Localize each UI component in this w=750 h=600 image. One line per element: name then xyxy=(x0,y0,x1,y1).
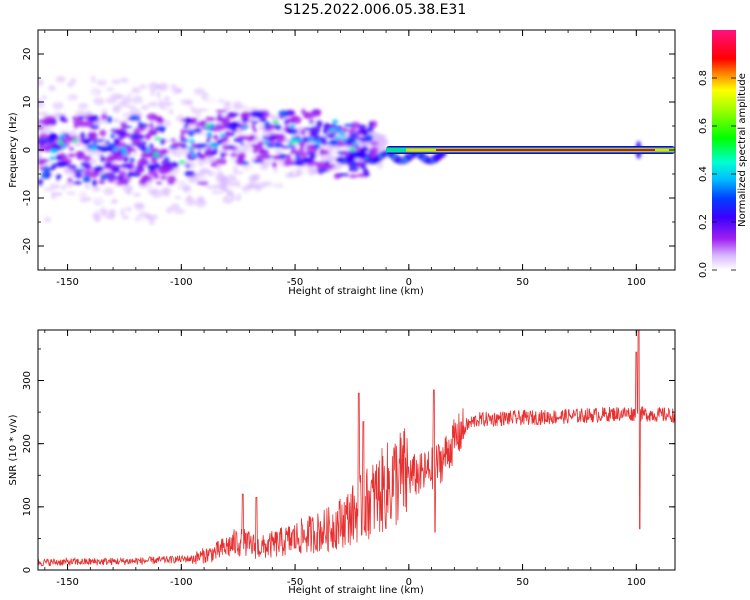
colorbar-tick-label: 0.0 xyxy=(698,262,709,278)
x-tick-label: -50 xyxy=(287,277,303,288)
colorbar-tick-label: 0.2 xyxy=(698,214,709,230)
colorbar-bar xyxy=(712,30,736,270)
y-tick-label: 200 xyxy=(22,434,33,453)
colorbar-tick-label: 0.6 xyxy=(698,118,709,134)
y-tick-label: -20 xyxy=(22,238,33,254)
x-tick-label: 50 xyxy=(516,577,529,588)
y-tick-label: 10 xyxy=(22,96,33,109)
snr-panel: -150 -100 -50 0 50 100 0 100 200 300 Height of st… xyxy=(8,329,676,596)
y-tick-label: 0 xyxy=(22,147,33,153)
colorbar: 0.0 0.2 0.4 0.6 0.8 Normalized spectral ampl… xyxy=(698,30,748,278)
y-tick-label: 20 xyxy=(22,48,33,61)
y-tick-label: 100 xyxy=(22,497,33,516)
snr-ylabel: SNR (10 * v/v) xyxy=(8,414,19,485)
snr-xlabel: Height of straight line (km) xyxy=(288,585,424,596)
x-tick-label: 50 xyxy=(516,277,529,288)
spectrogram-heatmap xyxy=(38,45,675,255)
x-tick-label: -100 xyxy=(170,277,193,288)
spectrogram-xlabel: Height of straight line (km) xyxy=(288,286,424,297)
x-tick-label: -100 xyxy=(170,577,193,588)
colorbar-tick-label: 0.4 xyxy=(698,166,709,182)
colorbar-tick-label: 0.8 xyxy=(698,70,709,86)
y-tick-label: 300 xyxy=(22,371,33,390)
x-tick-label: 0 xyxy=(406,277,412,288)
x-tick-label: -150 xyxy=(56,277,79,288)
x-tick-label: 100 xyxy=(627,577,646,588)
snr-frame xyxy=(37,329,676,571)
chart-title: S125.2022.006.05.38.E31 xyxy=(283,2,467,18)
spectrogram-ylabel: Frequency (Hz) xyxy=(8,112,19,188)
y-tick-label: -10 xyxy=(22,190,33,206)
snr-ticks: -150 -100 -50 0 50 100 0 100 200 300 xyxy=(22,330,675,588)
colorbar-label: Normalized spectral amplitude xyxy=(737,73,748,227)
y-tick-label: 0 xyxy=(22,567,33,573)
x-tick-label: -50 xyxy=(287,577,303,588)
x-tick-label: 100 xyxy=(627,277,646,288)
x-tick-label: -150 xyxy=(56,577,79,588)
colorbar-ticks: 0.0 0.2 0.4 0.6 0.8 xyxy=(698,70,736,278)
x-tick-label: 0 xyxy=(406,577,412,588)
snr-series-line xyxy=(38,330,675,567)
